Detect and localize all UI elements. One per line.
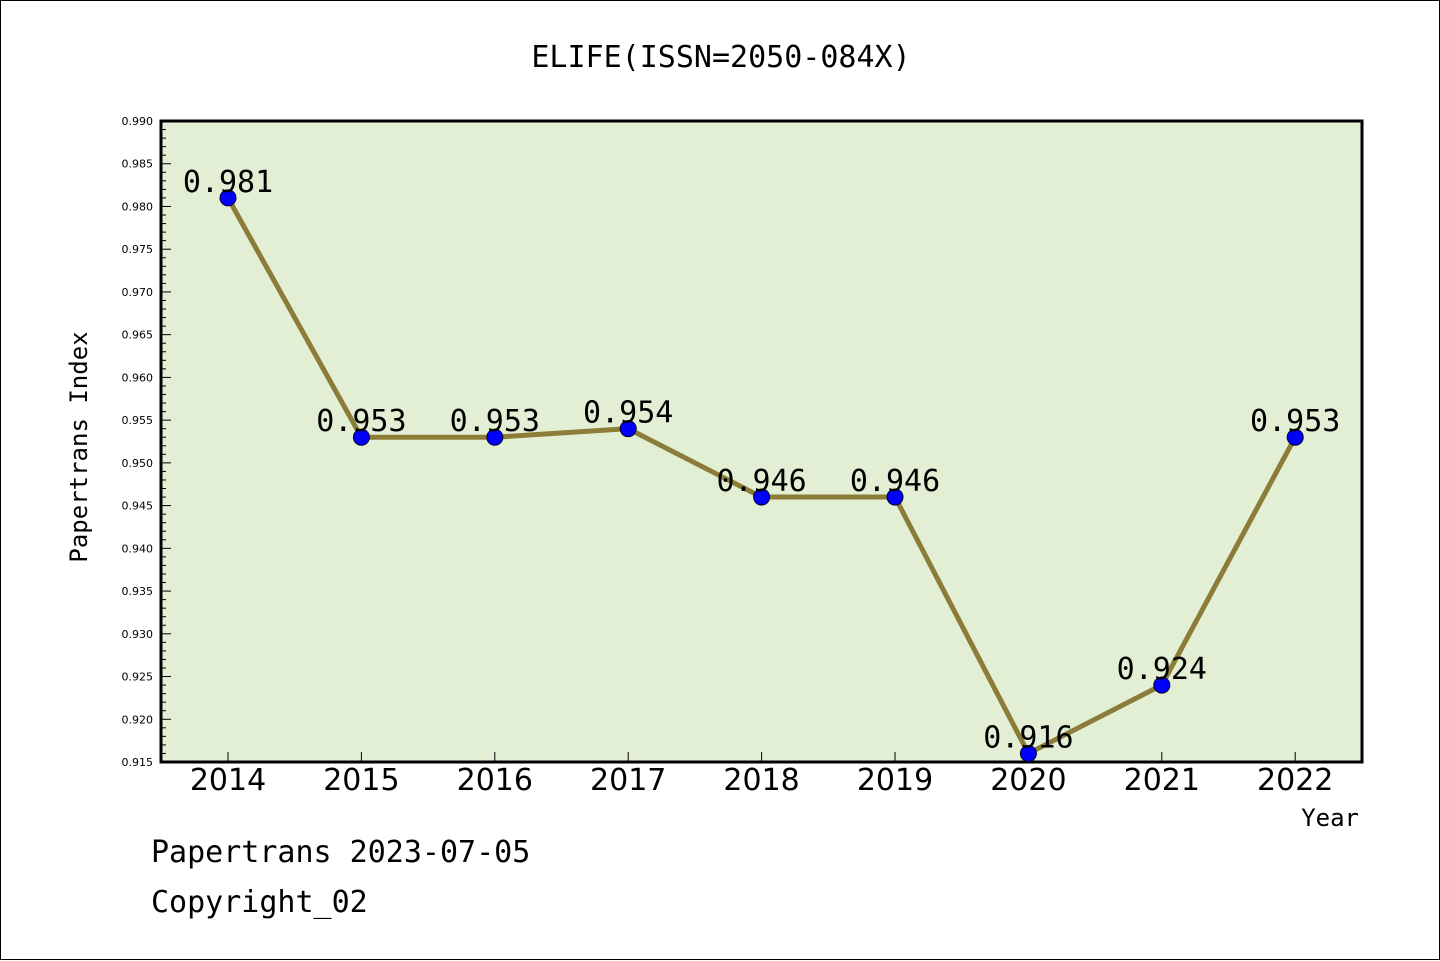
y-axis-label: Papertrans Index	[65, 331, 93, 562]
x-tick-label: 2016	[457, 763, 533, 798]
data-label: 0.953	[1250, 404, 1340, 439]
y-tick-label: 0.980	[122, 200, 154, 213]
data-point	[753, 488, 771, 506]
x-tick-label: 2018	[723, 763, 799, 798]
y-tick-label: 0.975	[122, 243, 154, 256]
data-label: 0.946	[716, 464, 806, 499]
data-point	[352, 428, 370, 446]
footer-date: Papertrans 2023-07-05	[151, 835, 531, 870]
y-tick-label: 0.940	[122, 542, 154, 555]
marker-group	[219, 189, 1304, 762]
y-tick-label: 0.955	[122, 414, 154, 427]
x-tick-label: 2019	[857, 763, 933, 798]
y-tick-label: 0.935	[122, 585, 154, 598]
chart-title: ELIFE(ISSN=2050-084X)	[531, 40, 910, 75]
y-tick-label: 0.925	[122, 671, 154, 684]
x-tick-label: 2022	[1257, 763, 1333, 798]
x-tick-label: 2021	[1124, 763, 1200, 798]
y-tick-label: 0.930	[122, 628, 154, 641]
data-label: 0.954	[583, 396, 673, 431]
y-tick-label: 0.920	[122, 713, 154, 726]
data-label: 0.953	[316, 404, 406, 439]
data-label-group: 0.981 0.953 0.953 0.954 0.946 0.946 0.916 0.924…	[183, 165, 1341, 756]
x-axis: 2014 2015 2016 2017 2018 2019 2020 2021 2022	[190, 752, 1333, 798]
data-point	[219, 189, 237, 207]
data-label: 0.953	[450, 404, 540, 439]
data-point	[619, 420, 637, 438]
x-tick-label: 2020	[990, 763, 1066, 798]
y-axis: 0.915 0.920 0.925 0.930 0.935 0.940 0.945 0.950…	[122, 115, 171, 769]
y-tick-label: 0.950	[122, 457, 154, 470]
data-point	[1286, 428, 1304, 446]
y-tick-label: 0.915	[122, 756, 154, 769]
data-point	[1153, 676, 1171, 694]
y-tick-label: 0.985	[122, 158, 154, 171]
data-point	[886, 488, 904, 506]
data-point	[1019, 744, 1037, 762]
x-tick-label: 2015	[323, 763, 399, 798]
data-label: 0.981	[183, 165, 273, 200]
y-tick-label: 0.965	[122, 329, 154, 342]
y-tick-label: 0.970	[122, 286, 154, 299]
data-label: 0.916	[983, 720, 1073, 755]
data-label: 0.946	[850, 464, 940, 499]
x-tick-label: 2017	[590, 763, 666, 798]
footer-copyright: Copyright_02	[151, 885, 368, 920]
data-label: 0.924	[1117, 652, 1207, 687]
data-point	[486, 428, 504, 446]
y-tick-label: 0.990	[122, 115, 154, 128]
y-tick-label: 0.945	[122, 500, 154, 513]
y-tick-label: 0.960	[122, 371, 154, 384]
x-axis-label: Year	[1301, 804, 1359, 832]
x-tick-label: 2014	[190, 763, 266, 798]
